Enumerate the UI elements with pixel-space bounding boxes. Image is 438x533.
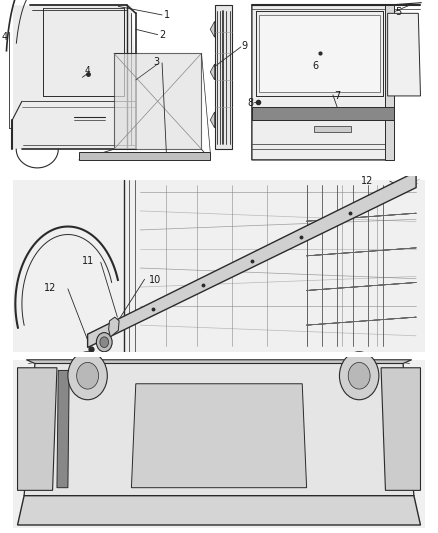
Circle shape bbox=[96, 333, 112, 352]
Polygon shape bbox=[210, 112, 215, 128]
Polygon shape bbox=[252, 5, 394, 160]
Polygon shape bbox=[18, 368, 57, 490]
Text: 5: 5 bbox=[395, 7, 401, 17]
Text: 6: 6 bbox=[312, 61, 318, 71]
Polygon shape bbox=[26, 360, 412, 364]
Polygon shape bbox=[385, 5, 394, 160]
Polygon shape bbox=[388, 13, 420, 96]
Polygon shape bbox=[13, 180, 425, 352]
Polygon shape bbox=[314, 126, 351, 132]
Polygon shape bbox=[79, 152, 210, 160]
Polygon shape bbox=[0, 352, 438, 357]
Text: 1: 1 bbox=[164, 11, 170, 20]
Polygon shape bbox=[252, 107, 394, 120]
Polygon shape bbox=[13, 5, 136, 149]
Circle shape bbox=[348, 362, 370, 389]
Polygon shape bbox=[18, 496, 420, 525]
Text: 13: 13 bbox=[26, 446, 39, 455]
Polygon shape bbox=[259, 15, 380, 92]
Text: 3: 3 bbox=[153, 58, 159, 67]
Polygon shape bbox=[114, 53, 201, 149]
Polygon shape bbox=[210, 21, 215, 37]
Text: 11: 11 bbox=[82, 256, 95, 266]
Text: 12: 12 bbox=[361, 176, 374, 185]
Circle shape bbox=[100, 337, 109, 348]
Polygon shape bbox=[24, 362, 414, 496]
Text: 8: 8 bbox=[247, 99, 253, 108]
Polygon shape bbox=[210, 64, 215, 80]
Text: 12: 12 bbox=[44, 283, 56, 293]
Text: 4: 4 bbox=[84, 66, 90, 75]
Text: 10: 10 bbox=[149, 276, 161, 285]
Polygon shape bbox=[13, 360, 425, 528]
Polygon shape bbox=[57, 370, 69, 488]
Circle shape bbox=[339, 352, 379, 400]
Polygon shape bbox=[131, 384, 307, 488]
Polygon shape bbox=[215, 5, 232, 149]
Circle shape bbox=[68, 352, 107, 400]
Text: 7: 7 bbox=[334, 91, 340, 101]
Polygon shape bbox=[88, 172, 416, 348]
Text: 9: 9 bbox=[242, 42, 248, 51]
Text: 4: 4 bbox=[2, 33, 8, 42]
Circle shape bbox=[77, 362, 99, 389]
Polygon shape bbox=[381, 368, 420, 490]
Polygon shape bbox=[0, 169, 438, 176]
Polygon shape bbox=[109, 317, 119, 337]
Text: 2: 2 bbox=[159, 30, 165, 39]
